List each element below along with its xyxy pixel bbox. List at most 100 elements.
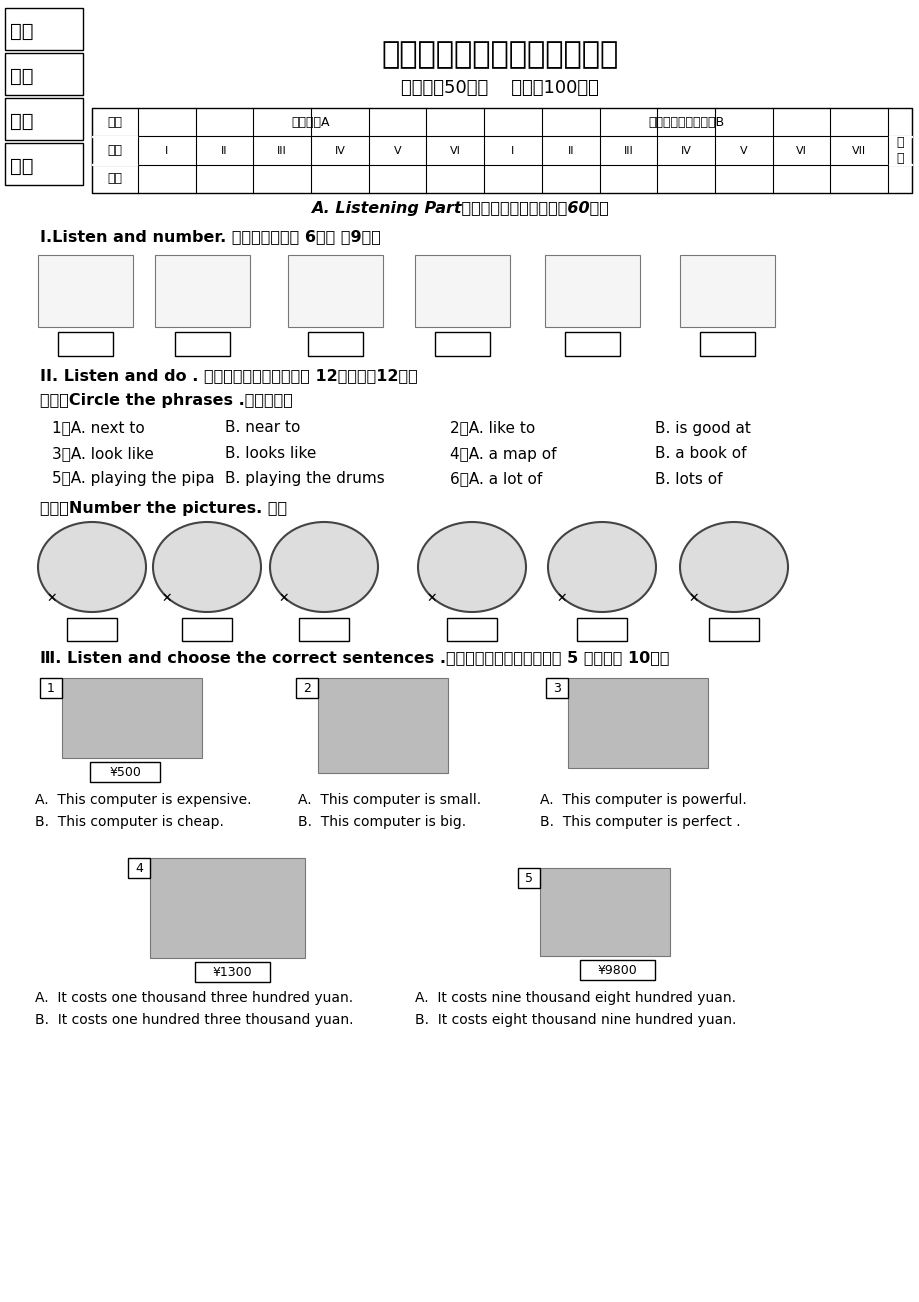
Bar [62,678,202,758]
Bar [175,332,230,355]
Text: B.  This computer is perfect .: B. This computer is perfect . [539,815,740,829]
Bar [308,332,363,355]
Text: 3: 3 [552,681,561,694]
Text: ✕: ✕ [688,591,698,604]
Bar [67,618,117,641]
Text: B.  It costs eight thousand nine hundred yuan.: B. It costs eight thousand nine hundred … [414,1013,735,1027]
Text: I: I [511,146,514,155]
Bar [299,618,348,641]
Bar [38,255,133,327]
Text: ¥9800: ¥9800 [597,963,637,976]
Text: III: III [623,146,632,155]
Text: 姓名: 姓名 [10,112,33,130]
Ellipse shape [548,522,655,612]
Text: ✕: ✕ [162,591,172,604]
Text: Ⅰ.Listen and number. 听音标序号（共 6小题 计9分）: Ⅰ.Listen and number. 听音标序号（共 6小题 计9分） [40,229,380,245]
Text: 四年级英语下学期期末练习卷: 四年级英语下学期期末练习卷 [381,40,618,69]
Text: （一）Circle the phrases .圈出短语。: （一）Circle the phrases .圈出短语。 [40,392,292,408]
Text: 5、A. playing the pipa: 5、A. playing the pipa [52,471,214,487]
Text: 总
分: 总 分 [895,137,902,164]
Text: ✕: ✕ [556,591,567,604]
Bar [154,255,250,327]
Bar [90,762,160,783]
Text: B. near to: B. near to [225,421,300,435]
Text: IV: IV [335,146,345,155]
Ellipse shape [38,522,146,612]
Text: 1、A. next to: 1、A. next to [52,421,144,435]
Bar [679,255,774,327]
Text: I: I [165,146,168,155]
Bar [182,618,232,641]
Ellipse shape [153,522,261,612]
Text: B. lots of: B. lots of [654,471,721,487]
Bar [544,255,640,327]
Text: （时间：50分钟    总分：100分）: （时间：50分钟 总分：100分） [401,79,598,98]
Text: 班级: 班级 [10,66,33,86]
Text: Ⅲ. Listen and choose the correct sentences .听音选择恰当的句子。（共 5 小题，计 10分）: Ⅲ. Listen and choose the correct sentenc… [40,651,669,665]
Text: A.  This computer is powerful.: A. This computer is powerful. [539,793,746,807]
Ellipse shape [269,522,378,612]
Text: II: II [221,146,228,155]
Bar [709,618,758,641]
Bar [5,143,83,185]
Text: 听力测试A: 听力测试A [291,116,330,129]
Bar [517,868,539,888]
Text: A.  This computer is small.: A. This computer is small. [298,793,481,807]
Text: V: V [739,146,747,155]
Text: B. looks like: B. looks like [225,447,316,461]
Bar [40,678,62,698]
Text: ¥1300: ¥1300 [212,966,252,979]
Text: 2、A. like to: 2、A. like to [449,421,535,435]
Text: B.  This computer is big.: B. This computer is big. [298,815,466,829]
Bar [545,678,567,698]
Text: VI: VI [449,146,460,155]
Text: （二）Number the pictures. 标号: （二）Number the pictures. 标号 [40,500,287,516]
Bar [5,8,83,49]
Text: ✕: ✕ [278,591,289,604]
Bar [92,108,911,193]
Text: III: III [277,146,287,155]
Bar [318,678,448,773]
Bar [579,960,654,980]
Text: II. Listen and do . 听指令，完成各题。（共 12小题，计12分）: II. Listen and do . 听指令，完成各题。（共 12小题，计12… [40,368,417,384]
Text: V: V [393,146,401,155]
Text: 4、A. a map of: 4、A. a map of [449,447,556,461]
Text: A. Listening Part听力部分（共六大题，计60分）: A. Listening Part听力部分（共六大题，计60分） [311,201,608,216]
Ellipse shape [679,522,788,612]
Text: 基础知识与运用测试B: 基础知识与运用测试B [647,116,723,129]
Bar [435,332,490,355]
Bar [288,255,382,327]
Bar [195,962,269,982]
Bar [699,332,754,355]
Text: VII: VII [851,146,866,155]
Text: A.  This computer is expensive.: A. This computer is expensive. [35,793,251,807]
Text: B.  It costs one hundred three thousand yuan.: B. It costs one hundred three thousand y… [35,1013,353,1027]
Text: ✕: ✕ [47,591,57,604]
Bar [414,255,509,327]
Text: B. a book of: B. a book of [654,447,745,461]
Bar [128,858,150,878]
Text: 6、A. a lot of: 6、A. a lot of [449,471,541,487]
Text: 4: 4 [135,862,142,875]
Bar [5,98,83,141]
Text: 1: 1 [47,681,55,694]
Text: ¥500: ¥500 [109,766,141,779]
Text: ✕: ✕ [426,591,437,604]
Bar [567,678,708,768]
Text: 题号: 题号 [108,145,122,158]
Bar [539,868,669,956]
Bar [447,618,496,641]
Bar [296,678,318,698]
Text: IV: IV [680,146,691,155]
Bar [150,858,305,958]
Text: A.  It costs nine thousand eight hundred yuan.: A. It costs nine thousand eight hundred … [414,991,735,1005]
Text: 5: 5 [525,871,532,884]
Text: B. is good at: B. is good at [654,421,750,435]
Text: VI: VI [795,146,806,155]
Bar [58,332,113,355]
Bar [564,332,619,355]
Text: 学号: 学号 [10,156,33,176]
Bar [576,618,627,641]
Ellipse shape [417,522,526,612]
Text: 学校: 学校 [10,22,33,40]
